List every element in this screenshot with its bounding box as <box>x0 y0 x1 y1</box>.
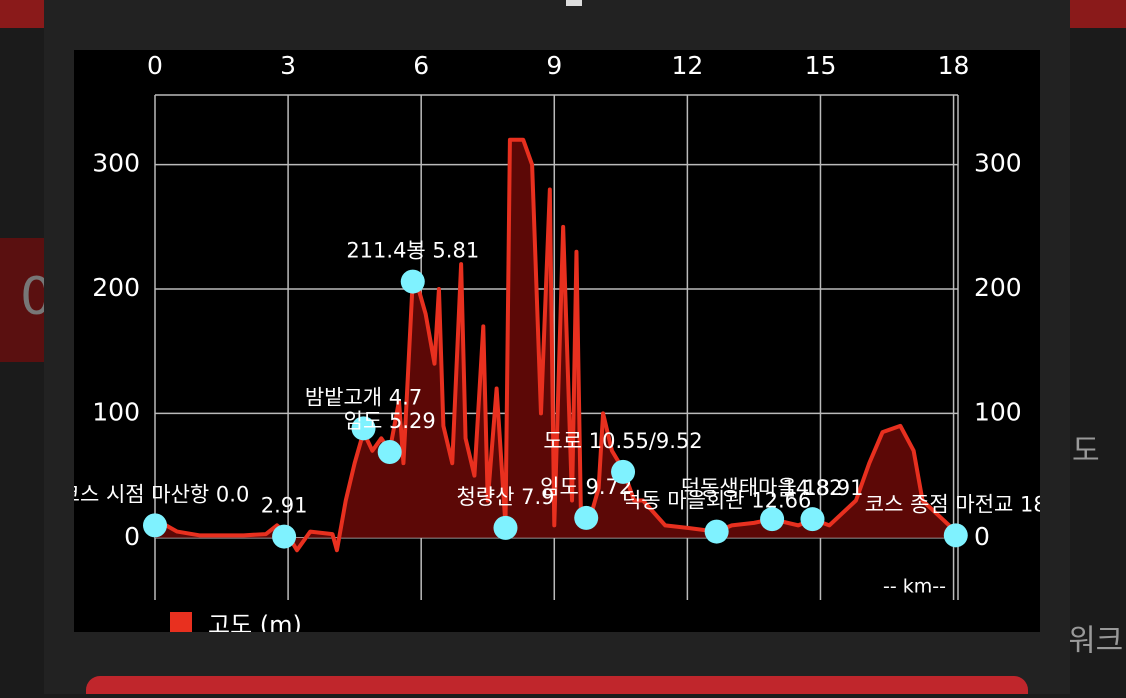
bg-panel <box>0 238 44 362</box>
waypoint <box>400 269 425 294</box>
y-tick-label: 0 <box>124 522 140 551</box>
waypoint-label: 청량산 7.9 <box>456 485 554 509</box>
waypoint <box>377 439 402 464</box>
chart: 0 3 6 9 12 15 18 0 0 100 100 200 200 300 300 코스 시점 마산항 … <box>61 51 1047 639</box>
waypoint <box>943 523 968 548</box>
waypoint-label: 코스 종점 마전교 18 <box>865 492 1047 516</box>
x-tick-label: 6 <box>413 51 429 80</box>
x-tick-label: 18 <box>938 51 970 80</box>
bg-strip <box>0 0 44 28</box>
y-tick-label: 200 <box>92 273 140 302</box>
y-tick-label: 100 <box>92 397 140 426</box>
x-tick-label: 0 <box>147 51 163 80</box>
waypoint <box>272 524 297 549</box>
x-tick-label: 15 <box>805 51 837 80</box>
y-tick-label-right: 200 <box>974 273 1022 302</box>
waypoint <box>800 507 825 532</box>
x-tick-label: 3 <box>280 51 296 80</box>
x-tick-label: 12 <box>671 51 703 80</box>
waypoint <box>611 459 636 484</box>
waypoint-label: 밤밭고개 4.7 <box>305 385 422 409</box>
area-fill <box>155 139 956 551</box>
waypoint <box>493 515 518 540</box>
waypoint <box>704 519 729 544</box>
waypoint <box>143 513 167 538</box>
area-line <box>154 137 958 553</box>
waypoint-label: 덕동 마을회관 12.66 <box>622 489 811 513</box>
waypoint-label: 2.91 <box>261 494 308 518</box>
waypoint <box>351 416 376 441</box>
waypoint <box>760 507 785 532</box>
chart-area <box>74 50 1040 632</box>
waypoint-label: 도로 10.55/9.52 <box>543 429 702 453</box>
y-tick-label: 300 <box>92 149 140 178</box>
legend-swatch <box>170 612 192 632</box>
waypoint-label: 코스 시점 마산항 0.0 <box>61 482 250 506</box>
x-axis-label: -- km-- <box>883 576 946 598</box>
action-button[interactable] <box>86 676 1028 698</box>
legend-label: 고도 (m) <box>208 611 302 639</box>
bg-text: 워크 <box>1068 624 1123 659</box>
y-tick-label-right: 300 <box>974 149 1022 178</box>
waypoint-label: 211.4봉 5.81 <box>346 239 479 263</box>
icon <box>566 0 582 6</box>
bg-strip <box>1070 0 1126 28</box>
bg-text: 도 <box>1072 434 1100 469</box>
waypoint-label: 14.82 <box>782 476 842 500</box>
y-tick-label-right: 0 <box>974 522 990 551</box>
waypoint-label: 덕동생태마을 13.91 <box>681 476 864 500</box>
waypoint <box>574 505 599 530</box>
x-tick-label: 9 <box>546 51 562 80</box>
waypoint-label: 임도 5.29 <box>344 409 436 433</box>
y-tick-label-right: 100 <box>974 397 1022 426</box>
